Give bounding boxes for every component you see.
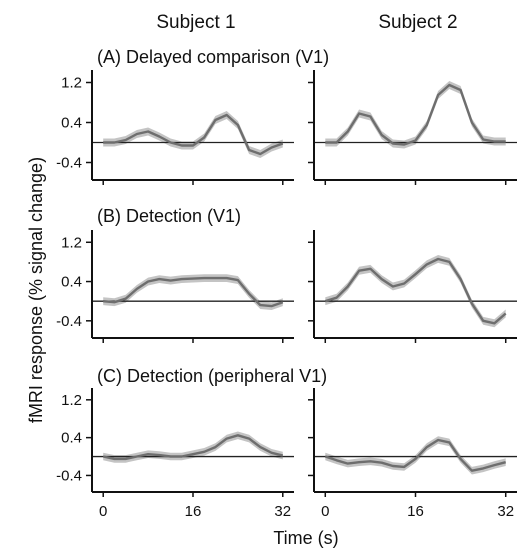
y-tick-label: -0.4 bbox=[56, 155, 82, 172]
response-line bbox=[103, 113, 284, 156]
response-line bbox=[103, 276, 284, 308]
column-title-subject-1: Subject 1 bbox=[156, 12, 235, 33]
error-band bbox=[325, 436, 506, 475]
x-tick-label: 32 bbox=[274, 503, 291, 520]
y-tick-label: 1.2 bbox=[61, 392, 82, 409]
y-tick-label: 1.2 bbox=[61, 75, 82, 92]
response-line bbox=[325, 83, 506, 146]
y-tick-label: -0.4 bbox=[56, 467, 82, 484]
error-band bbox=[325, 255, 506, 328]
response-line bbox=[102, 434, 284, 461]
panel-1-subject-2 bbox=[308, 70, 517, 185]
error-band bbox=[103, 274, 283, 310]
plots-area: 1.2 0.4 -0.4 1.2 0.4 -0.4 1.2 0.4 -0.4 0 16 32 0 16 32 bbox=[56, 70, 517, 520]
panel-3-subject-2: 0 16 32 bbox=[308, 388, 517, 520]
panel-title-b: (B) Detection (V1) bbox=[97, 206, 241, 226]
x-tick-label: 0 bbox=[99, 503, 107, 520]
response-line bbox=[324, 438, 506, 472]
y-axis-title: fMRI response (% signal change) bbox=[26, 157, 46, 423]
y-tick-label: 0.4 bbox=[61, 430, 82, 447]
panel-3-subject-1: 1.2 0.4 -0.4 0 16 32 bbox=[56, 388, 294, 520]
y-tick-label: -0.4 bbox=[56, 313, 82, 330]
y-tick-label: 1.2 bbox=[61, 234, 82, 251]
y-tick-label: 0.4 bbox=[61, 115, 82, 132]
error-band bbox=[325, 81, 506, 149]
x-tick-label: 32 bbox=[497, 503, 514, 520]
x-tick-label: 16 bbox=[407, 503, 424, 520]
panel-2-subject-2 bbox=[308, 230, 517, 343]
error-band bbox=[103, 111, 283, 158]
x-axis-title: Time (s) bbox=[273, 528, 338, 548]
x-tick-label: 0 bbox=[321, 503, 329, 520]
x-tick-label: 16 bbox=[185, 503, 202, 520]
y-tick-label: 0.4 bbox=[61, 274, 82, 291]
response-line bbox=[324, 257, 507, 325]
panel-1-subject-1: 1.2 0.4 -0.4 bbox=[56, 70, 294, 185]
panel-title-c: (C) Detection (peripheral V1) bbox=[97, 366, 327, 386]
panel-2-subject-1: 1.2 0.4 -0.4 bbox=[56, 230, 294, 343]
panel-title-a: (A) Delayed comparison (V1) bbox=[97, 47, 329, 67]
column-title-subject-2: Subject 2 bbox=[378, 12, 457, 33]
